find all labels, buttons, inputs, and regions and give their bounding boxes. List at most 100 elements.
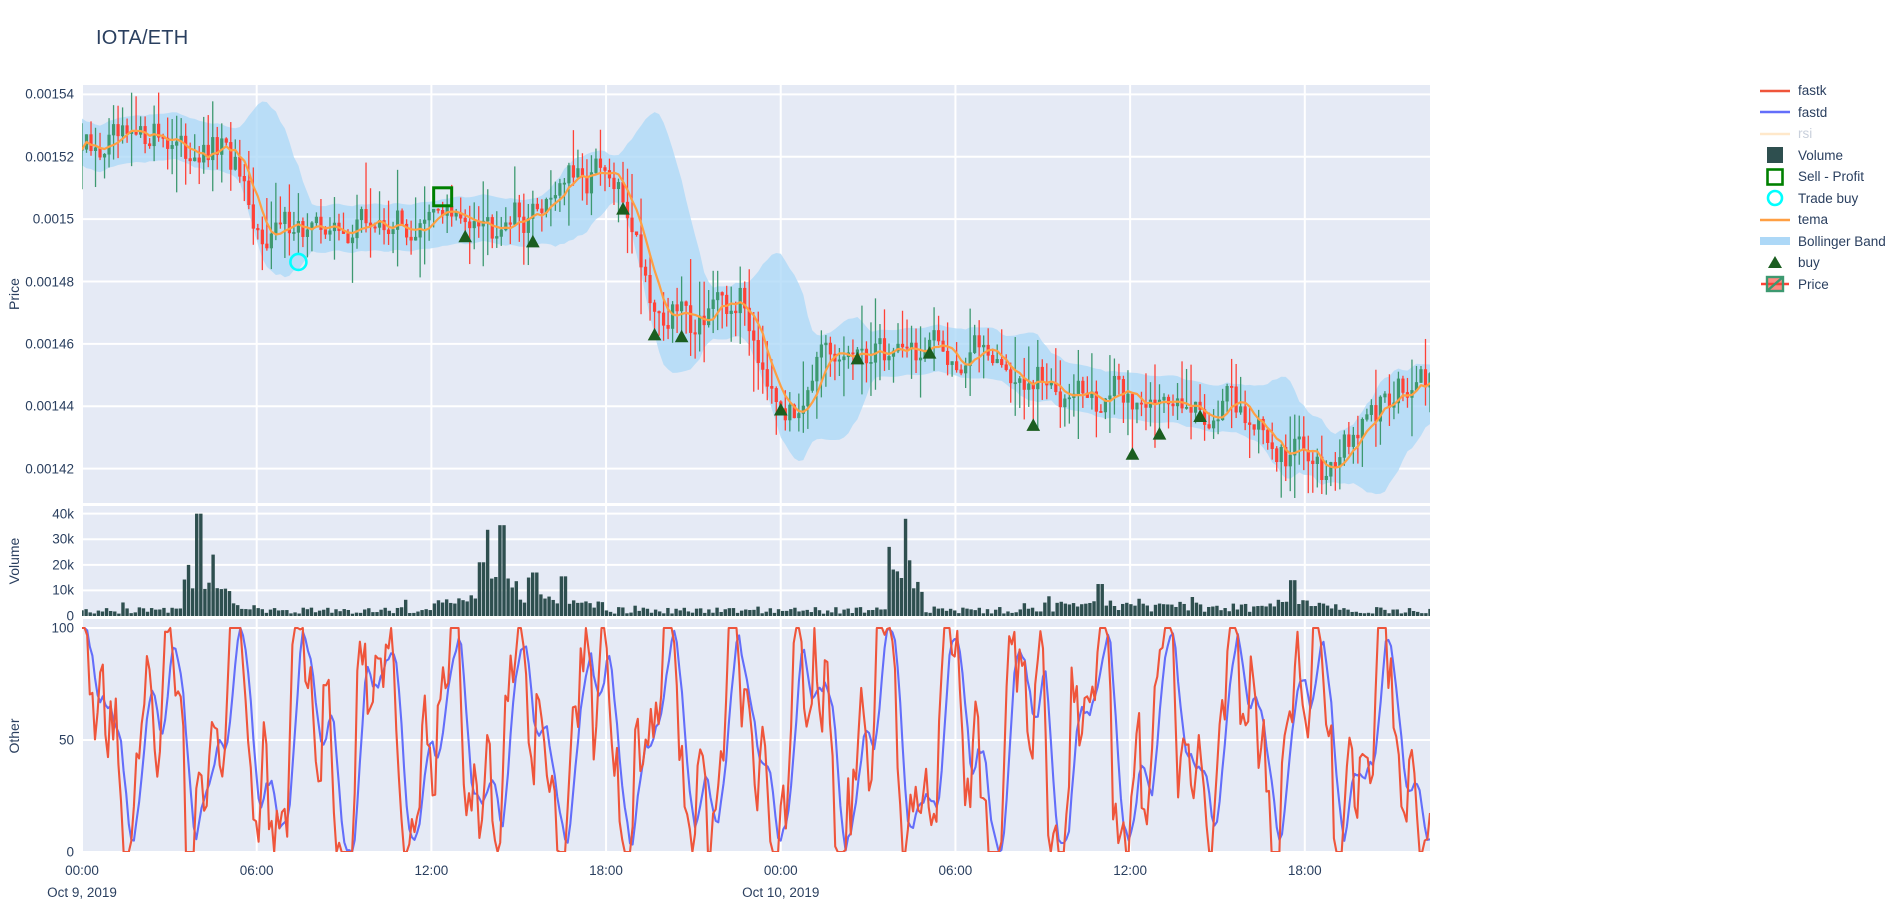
candle-body <box>1018 378 1022 383</box>
volume-bar <box>969 609 973 616</box>
candle-body <box>540 208 544 213</box>
candle-body <box>968 352 972 367</box>
candle-body <box>1126 393 1130 403</box>
candle-body <box>1347 434 1351 447</box>
legend-item-buy[interactable]: buy <box>1758 252 1888 274</box>
volume-bar <box>645 608 650 616</box>
candle-body <box>729 310 733 314</box>
sell-profit-marker[interactable] <box>432 186 454 208</box>
volume-bar <box>387 610 391 616</box>
volume-bar <box>1329 608 1334 616</box>
y-tick-label: 20k <box>52 557 74 573</box>
volume-bar <box>694 608 699 616</box>
candle-body <box>707 308 711 326</box>
candle-body <box>242 176 246 182</box>
volume-bar <box>1321 603 1326 616</box>
volume-bar <box>805 609 809 616</box>
legend[interactable]: fastk fastd rsi Volume Sell - Profit Trade bu… <box>1758 80 1888 295</box>
candle-body <box>837 359 842 362</box>
buy-marker[interactable] <box>773 402 788 416</box>
candle-body <box>233 156 237 170</box>
legend-item-fastk[interactable]: fastk <box>1758 80 1888 102</box>
candle-body <box>553 195 557 199</box>
buy-marker[interactable] <box>458 229 473 243</box>
line-swatch <box>1758 124 1792 144</box>
legend-item-trade-buy[interactable]: Trade buy <box>1758 188 1888 210</box>
candle-body <box>350 237 355 244</box>
candle-body <box>328 230 332 235</box>
trade-buy-marker[interactable] <box>289 252 308 272</box>
legend-item-tema[interactable]: tema <box>1758 209 1888 231</box>
buy-marker[interactable] <box>1152 427 1167 440</box>
buy-marker[interactable] <box>1193 409 1207 423</box>
volume-bar <box>1215 605 1219 616</box>
volume-bar <box>408 613 412 616</box>
bollinger-band-area <box>82 101 1430 495</box>
legend-item-sell-profit[interactable]: Sell - Profit <box>1758 166 1888 188</box>
other-panel[interactable] <box>82 619 1430 852</box>
candle-body <box>1248 422 1252 425</box>
buy-marker[interactable] <box>616 202 630 215</box>
buy-marker[interactable] <box>1125 447 1140 460</box>
candle-body <box>1171 403 1175 407</box>
x-tick-label: 06:00 <box>239 863 274 878</box>
volume-bar <box>354 612 359 616</box>
price-panel[interactable] <box>82 85 1430 503</box>
volume-bar <box>203 588 207 616</box>
buy-marker[interactable] <box>647 327 662 341</box>
candle-body <box>896 343 900 352</box>
volume-bar <box>113 611 117 616</box>
candle-body <box>774 388 778 403</box>
volume-bar <box>215 588 219 616</box>
candle-body <box>1252 424 1256 430</box>
candle-body <box>405 223 409 238</box>
volume-bar <box>285 610 289 616</box>
candle-body <box>643 266 648 276</box>
volume-bar <box>1297 604 1301 616</box>
candle-body <box>761 362 765 370</box>
candle-body <box>860 348 864 351</box>
volume-bar <box>195 513 199 616</box>
volume-bar <box>1129 604 1133 616</box>
volume-bar <box>428 610 432 616</box>
volume-panel[interactable] <box>82 506 1430 616</box>
legend-item-volume[interactable]: Volume <box>1758 145 1888 167</box>
candle-body <box>936 330 941 342</box>
volume-bar <box>698 608 703 616</box>
candle-body <box>251 204 255 229</box>
volume-bar <box>1088 602 1092 616</box>
buy-marker[interactable] <box>674 329 689 343</box>
volume-bar <box>1391 609 1395 616</box>
volume-bar <box>420 610 424 616</box>
volume-bar <box>907 560 912 616</box>
volume-bar <box>1231 603 1236 616</box>
volume-bar <box>252 605 256 616</box>
volume-bar <box>256 608 260 616</box>
legend-item-rsi[interactable]: rsi <box>1758 123 1888 145</box>
volume-bar <box>1375 607 1379 616</box>
candle-body <box>386 229 391 235</box>
volume-bar <box>801 610 805 616</box>
buy-marker[interactable] <box>922 346 937 359</box>
candle-body <box>734 310 738 314</box>
legend-open-square <box>1766 167 1784 186</box>
volume-bar <box>506 578 510 616</box>
legend-item-price[interactable]: Price <box>1758 274 1888 296</box>
candle-body <box>1311 460 1315 465</box>
candle-body <box>355 219 359 239</box>
volume-bar <box>1022 603 1027 616</box>
volume-bar <box>621 607 625 616</box>
volume-bar <box>149 608 154 616</box>
volume-bar <box>817 610 822 616</box>
candle-body <box>1022 378 1026 390</box>
legend-item-bollinger-band[interactable]: Bollinger Band <box>1758 231 1888 253</box>
candle-body <box>323 229 328 235</box>
volume-bar <box>346 609 351 616</box>
volume-bar <box>465 601 469 616</box>
buy-marker[interactable] <box>1026 418 1041 431</box>
legend-item-fastd[interactable]: fastd <box>1758 102 1888 124</box>
buy-marker[interactable] <box>525 234 540 248</box>
volume-bar <box>174 608 178 616</box>
buy-marker[interactable] <box>850 351 865 365</box>
candle-body <box>274 222 278 235</box>
